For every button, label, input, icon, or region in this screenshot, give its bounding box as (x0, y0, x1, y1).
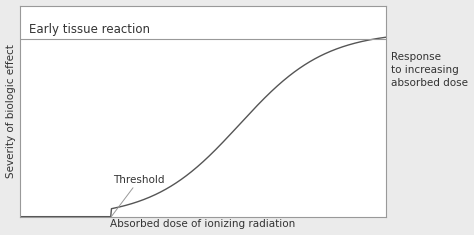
X-axis label: Absorbed dose of ionizing radiation: Absorbed dose of ionizing radiation (110, 219, 295, 229)
Text: Response
to increasing
absorbed dose: Response to increasing absorbed dose (392, 52, 468, 88)
Text: Early tissue reaction: Early tissue reaction (29, 23, 150, 36)
Text: Threshold: Threshold (111, 175, 164, 217)
Y-axis label: Severity of biologic effect: Severity of biologic effect (6, 44, 16, 178)
